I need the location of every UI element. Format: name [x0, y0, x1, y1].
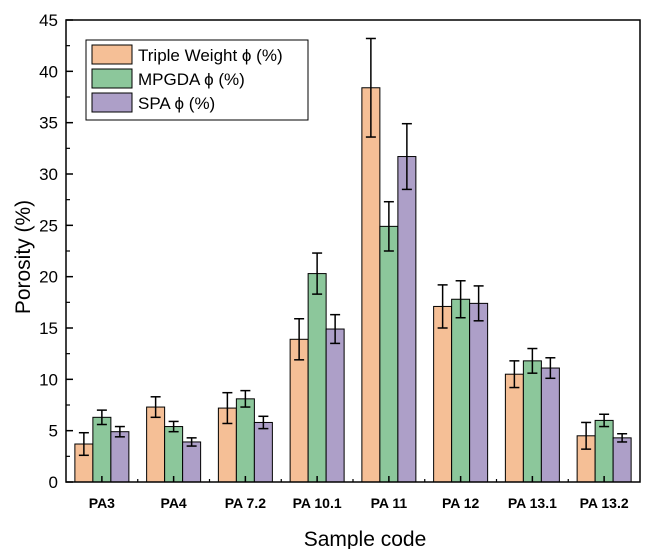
legend-swatch — [91, 44, 133, 65]
x-tick-label: PA 11 — [371, 495, 408, 511]
bar — [451, 298, 471, 483]
bar — [397, 156, 417, 483]
x-tick-label: PA4 — [161, 495, 187, 511]
x-tick-label: PA 10.1 — [293, 495, 342, 511]
x-tick-label: PA 7.2 — [225, 495, 266, 511]
y-tick-label: 35 — [39, 114, 58, 133]
bar — [433, 305, 453, 483]
bar — [504, 373, 524, 483]
y-tick-label: 45 — [39, 11, 58, 30]
bar — [540, 367, 560, 483]
legend-label: SPA ϕ (%) — [138, 94, 215, 113]
y-tick-label: 30 — [39, 165, 58, 184]
x-tick-label: PA3 — [89, 495, 115, 511]
legend-swatch — [91, 68, 133, 89]
errorbars-layer — [78, 37, 628, 457]
bar — [235, 398, 255, 483]
bar — [307, 273, 327, 483]
bar — [164, 426, 184, 483]
bar — [92, 416, 112, 483]
legend-label: MPGDA ϕ (%) — [138, 70, 245, 89]
bar — [182, 441, 202, 483]
y-tick-label: 25 — [39, 216, 58, 235]
x-tick-label: PA 13.1 — [508, 495, 557, 511]
bar — [379, 225, 399, 483]
bars-layer — [74, 87, 632, 483]
y-tick-label: 10 — [39, 370, 58, 389]
bar — [146, 406, 166, 483]
y-tick-label: 0 — [49, 473, 58, 492]
y-tick-label: 40 — [39, 62, 58, 81]
legend: Triple Weight ϕ (%) MPGDA ϕ (%) SPA ϕ (%) — [85, 39, 309, 121]
bar — [469, 302, 489, 483]
x-tick-label: PA 13.2 — [580, 495, 629, 511]
bar — [612, 437, 632, 483]
x-axis-label: Sample code — [304, 528, 427, 549]
y-tick-label: 5 — [49, 422, 58, 441]
bar — [594, 419, 614, 483]
y-tick-label: 15 — [39, 319, 58, 338]
legend-swatch — [91, 92, 133, 113]
bar — [361, 87, 381, 483]
y-tick-label: 20 — [39, 268, 58, 287]
bar — [325, 328, 345, 483]
x-tick-label: PA 12 — [442, 495, 480, 511]
bar — [253, 421, 273, 483]
bar — [522, 360, 542, 483]
y-axis-label: Porosity (%) — [12, 200, 35, 314]
bar — [110, 431, 130, 483]
legend-label: Triple Weight ϕ (%) — [138, 46, 283, 65]
bar — [289, 338, 309, 483]
axes-layer: 0 5 10 15 20 25 30 35 40 45 PA3 PA4 PA 7.2 PA 10.1 PA … — [39, 11, 641, 511]
